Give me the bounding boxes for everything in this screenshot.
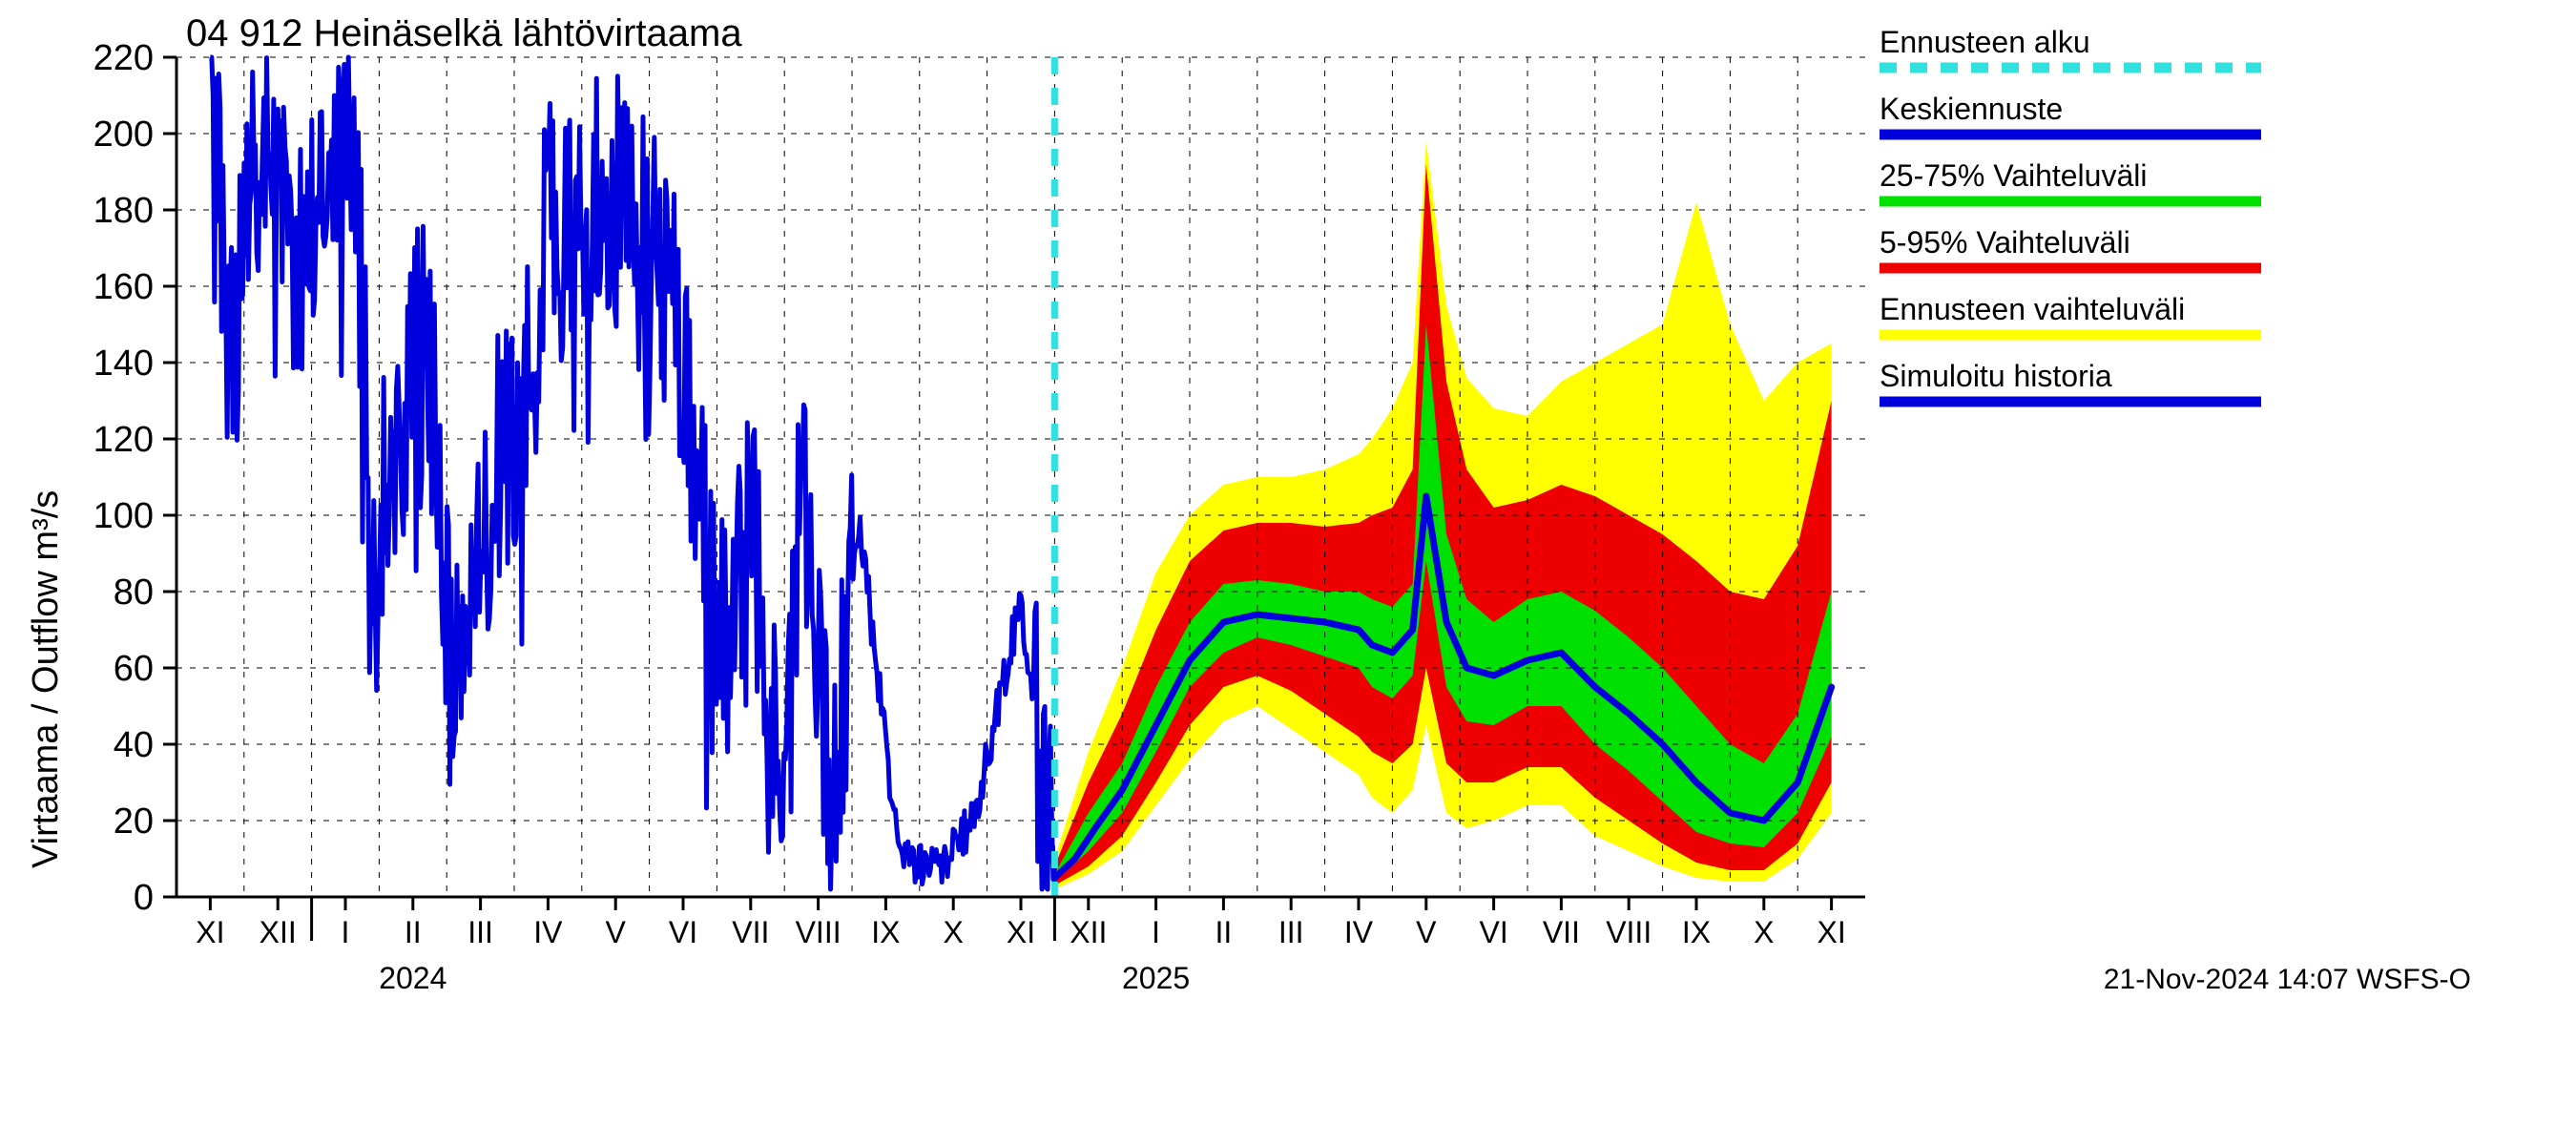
x-tick-label: VIII [1606, 915, 1652, 949]
x-tick-label: IX [1682, 915, 1711, 949]
legend-label: 25-75% Vaihteluväli [1880, 158, 2147, 193]
x-year-label: 2024 [379, 961, 447, 995]
x-tick-label: III [467, 915, 493, 949]
y-tick-label: 40 [114, 725, 154, 765]
x-tick-label: VII [1543, 915, 1580, 949]
x-tick-label: XI [1817, 915, 1845, 949]
x-tick-label: VI [1479, 915, 1507, 949]
x-tick-label: I [1152, 915, 1160, 949]
x-tick-label: X [1754, 915, 1774, 949]
x-tick-label: VI [669, 915, 697, 949]
y-tick-label: 140 [93, 344, 154, 384]
x-tick-label: XII [1070, 915, 1107, 949]
y-tick-label: 20 [114, 802, 154, 842]
legend-label: Keskiennuste [1880, 92, 2063, 126]
x-tick-label: I [342, 915, 350, 949]
x-tick-label: V [1416, 915, 1437, 949]
chart-container: 020406080100120140160180200220XIXIIIIIII… [0, 0, 2576, 1145]
x-tick-label: IV [1344, 915, 1374, 949]
x-tick-label: II [405, 915, 422, 949]
x-tick-label: III [1278, 915, 1304, 949]
y-tick-label: 60 [114, 649, 154, 689]
x-tick-label: XI [1007, 915, 1035, 949]
x-tick-label: V [606, 915, 627, 949]
x-tick-label: IV [533, 915, 563, 949]
y-tick-label: 100 [93, 496, 154, 536]
x-tick-label: IX [871, 915, 900, 949]
x-tick-label: XI [196, 915, 224, 949]
x-tick-label: VII [732, 915, 769, 949]
y-tick-label: 0 [134, 878, 154, 918]
y-tick-label: 120 [93, 420, 154, 460]
legend-label: Ennusteen vaihteluväli [1880, 292, 2185, 326]
y-tick-label: 180 [93, 191, 154, 231]
x-tick-label: X [944, 915, 964, 949]
y-tick-label: 220 [93, 38, 154, 78]
chart-title: 04 912 Heinäselkä lähtövirtaama [186, 12, 742, 54]
y-tick-label: 160 [93, 267, 154, 307]
chart-svg: 020406080100120140160180200220XIXIIIIIII… [0, 0, 2576, 1145]
legend-label: Simuloitu historia [1880, 359, 2112, 393]
x-tick-label: VIII [796, 915, 841, 949]
y-tick-label: 80 [114, 572, 154, 613]
x-tick-label: XII [260, 915, 297, 949]
legend-label: 5-95% Vaihteluväli [1880, 225, 2130, 260]
y-tick-label: 200 [93, 114, 154, 155]
y-axis-label: Virtaama / Outflow m³/s [26, 490, 66, 868]
x-tick-label: II [1215, 915, 1233, 949]
chart-timestamp: 21-Nov-2024 14:07 WSFS-O [2104, 964, 2471, 995]
legend-label: Ennusteen alku [1880, 25, 2090, 59]
x-year-label: 2025 [1122, 961, 1190, 995]
